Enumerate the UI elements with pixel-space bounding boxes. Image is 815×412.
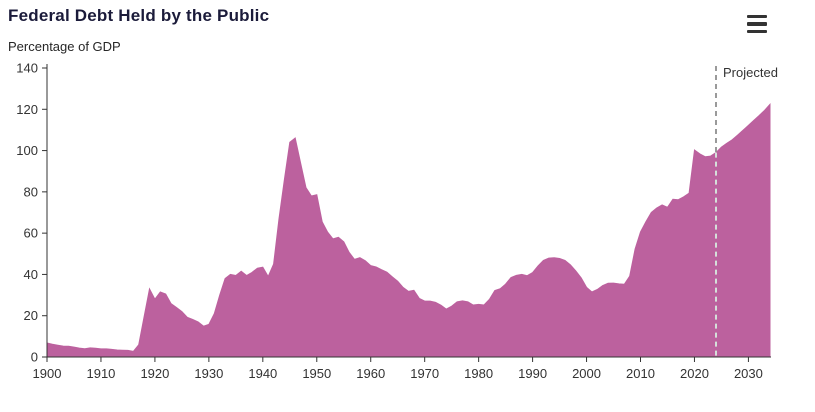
- x-tick-label: 2010: [626, 366, 655, 381]
- y-tick-label: 40: [24, 267, 38, 282]
- chart-title: Federal Debt Held by the Public: [8, 6, 270, 25]
- y-tick-label: 20: [24, 308, 38, 323]
- chart-subtitle: Percentage of GDP: [8, 39, 121, 54]
- x-tick-label: 1970: [410, 366, 439, 381]
- y-tick-label: 60: [24, 226, 38, 241]
- y-tick-label: 100: [16, 143, 38, 158]
- hamburger-menu-icon: [747, 15, 767, 19]
- hamburger-menu-icon: [747, 22, 767, 26]
- x-tick-label: 1990: [518, 366, 547, 381]
- x-tick-label: 2000: [572, 366, 601, 381]
- chart-header: Federal Debt Held by the Public Percenta…: [8, 6, 269, 54]
- x-tick-label: 1940: [248, 366, 277, 381]
- x-tick-label: 1900: [33, 366, 62, 381]
- x-tick-label: 1920: [140, 366, 169, 381]
- hamburger-menu-icon: [747, 29, 767, 33]
- chart-context-menu-button[interactable]: [745, 13, 769, 35]
- y-tick-label: 0: [31, 350, 38, 365]
- x-tick-label: 2020: [680, 366, 709, 381]
- x-tick-label: 1980: [464, 366, 493, 381]
- x-tick-label: 1950: [302, 366, 331, 381]
- x-tick-label: 1960: [356, 366, 385, 381]
- x-tick-label: 1930: [194, 366, 223, 381]
- debt-area-series: [46, 102, 771, 358]
- x-tick-label: 1910: [86, 366, 115, 381]
- y-tick-label: 80: [24, 184, 38, 199]
- projected-label: Projected: [723, 65, 778, 80]
- y-tick-label: 140: [16, 61, 38, 76]
- y-tick-label: 120: [16, 102, 38, 117]
- x-tick-label: 2030: [734, 366, 763, 381]
